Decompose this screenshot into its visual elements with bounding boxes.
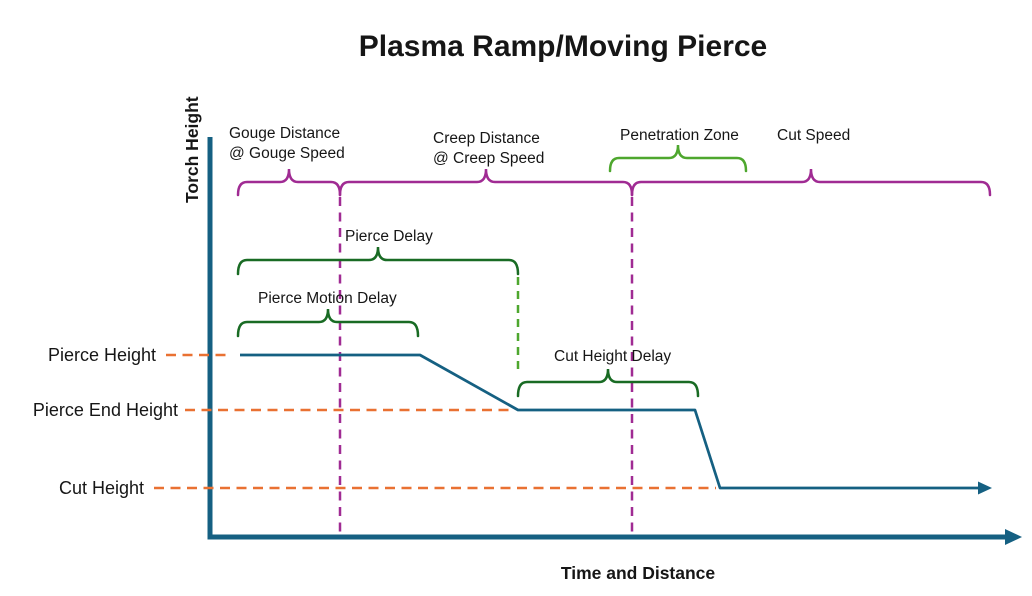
cut-height-label: Cut Height [59,478,144,498]
diagram-title: Plasma Ramp/Moving Pierce [359,30,768,63]
pierce-delay-brace [236,246,520,276]
gouge-distance-label-line1: Gouge Distance [229,125,340,142]
cut-speed-brace [630,168,992,197]
pierce-height-label: Pierce Height [48,345,156,365]
cut-height-delay-brace [516,368,700,398]
x-axis-label: Time and Distance [561,563,716,583]
torch-height-profile-line [240,353,980,490]
y-axis-label: Torch Height [182,96,202,203]
pierce-end-height-label: Pierce End Height [33,400,178,420]
penetration-zone-label: Penetration Zone [620,127,739,144]
cut-speed-label: Cut Speed [777,127,850,144]
gouge-distance-brace [236,168,342,197]
creep-distance-label-line1: Creep Distance [433,130,540,147]
profile-arrow-icon [978,481,992,495]
x-axis-arrow-icon [1005,529,1022,545]
pierce-motion-delay-label: Pierce Motion Delay [258,290,397,307]
penetration-zone-brace [608,144,748,173]
creep-distance-label-line2: @ Creep Speed [433,150,544,167]
creep-distance-brace [338,168,634,197]
pierce-motion-delay-brace [236,308,420,338]
gouge-distance-label-line2: @ Gouge Speed [229,145,345,162]
pierce-delay-label: Pierce Delay [345,228,433,245]
cut-height-delay-label: Cut Height Delay [554,348,671,365]
